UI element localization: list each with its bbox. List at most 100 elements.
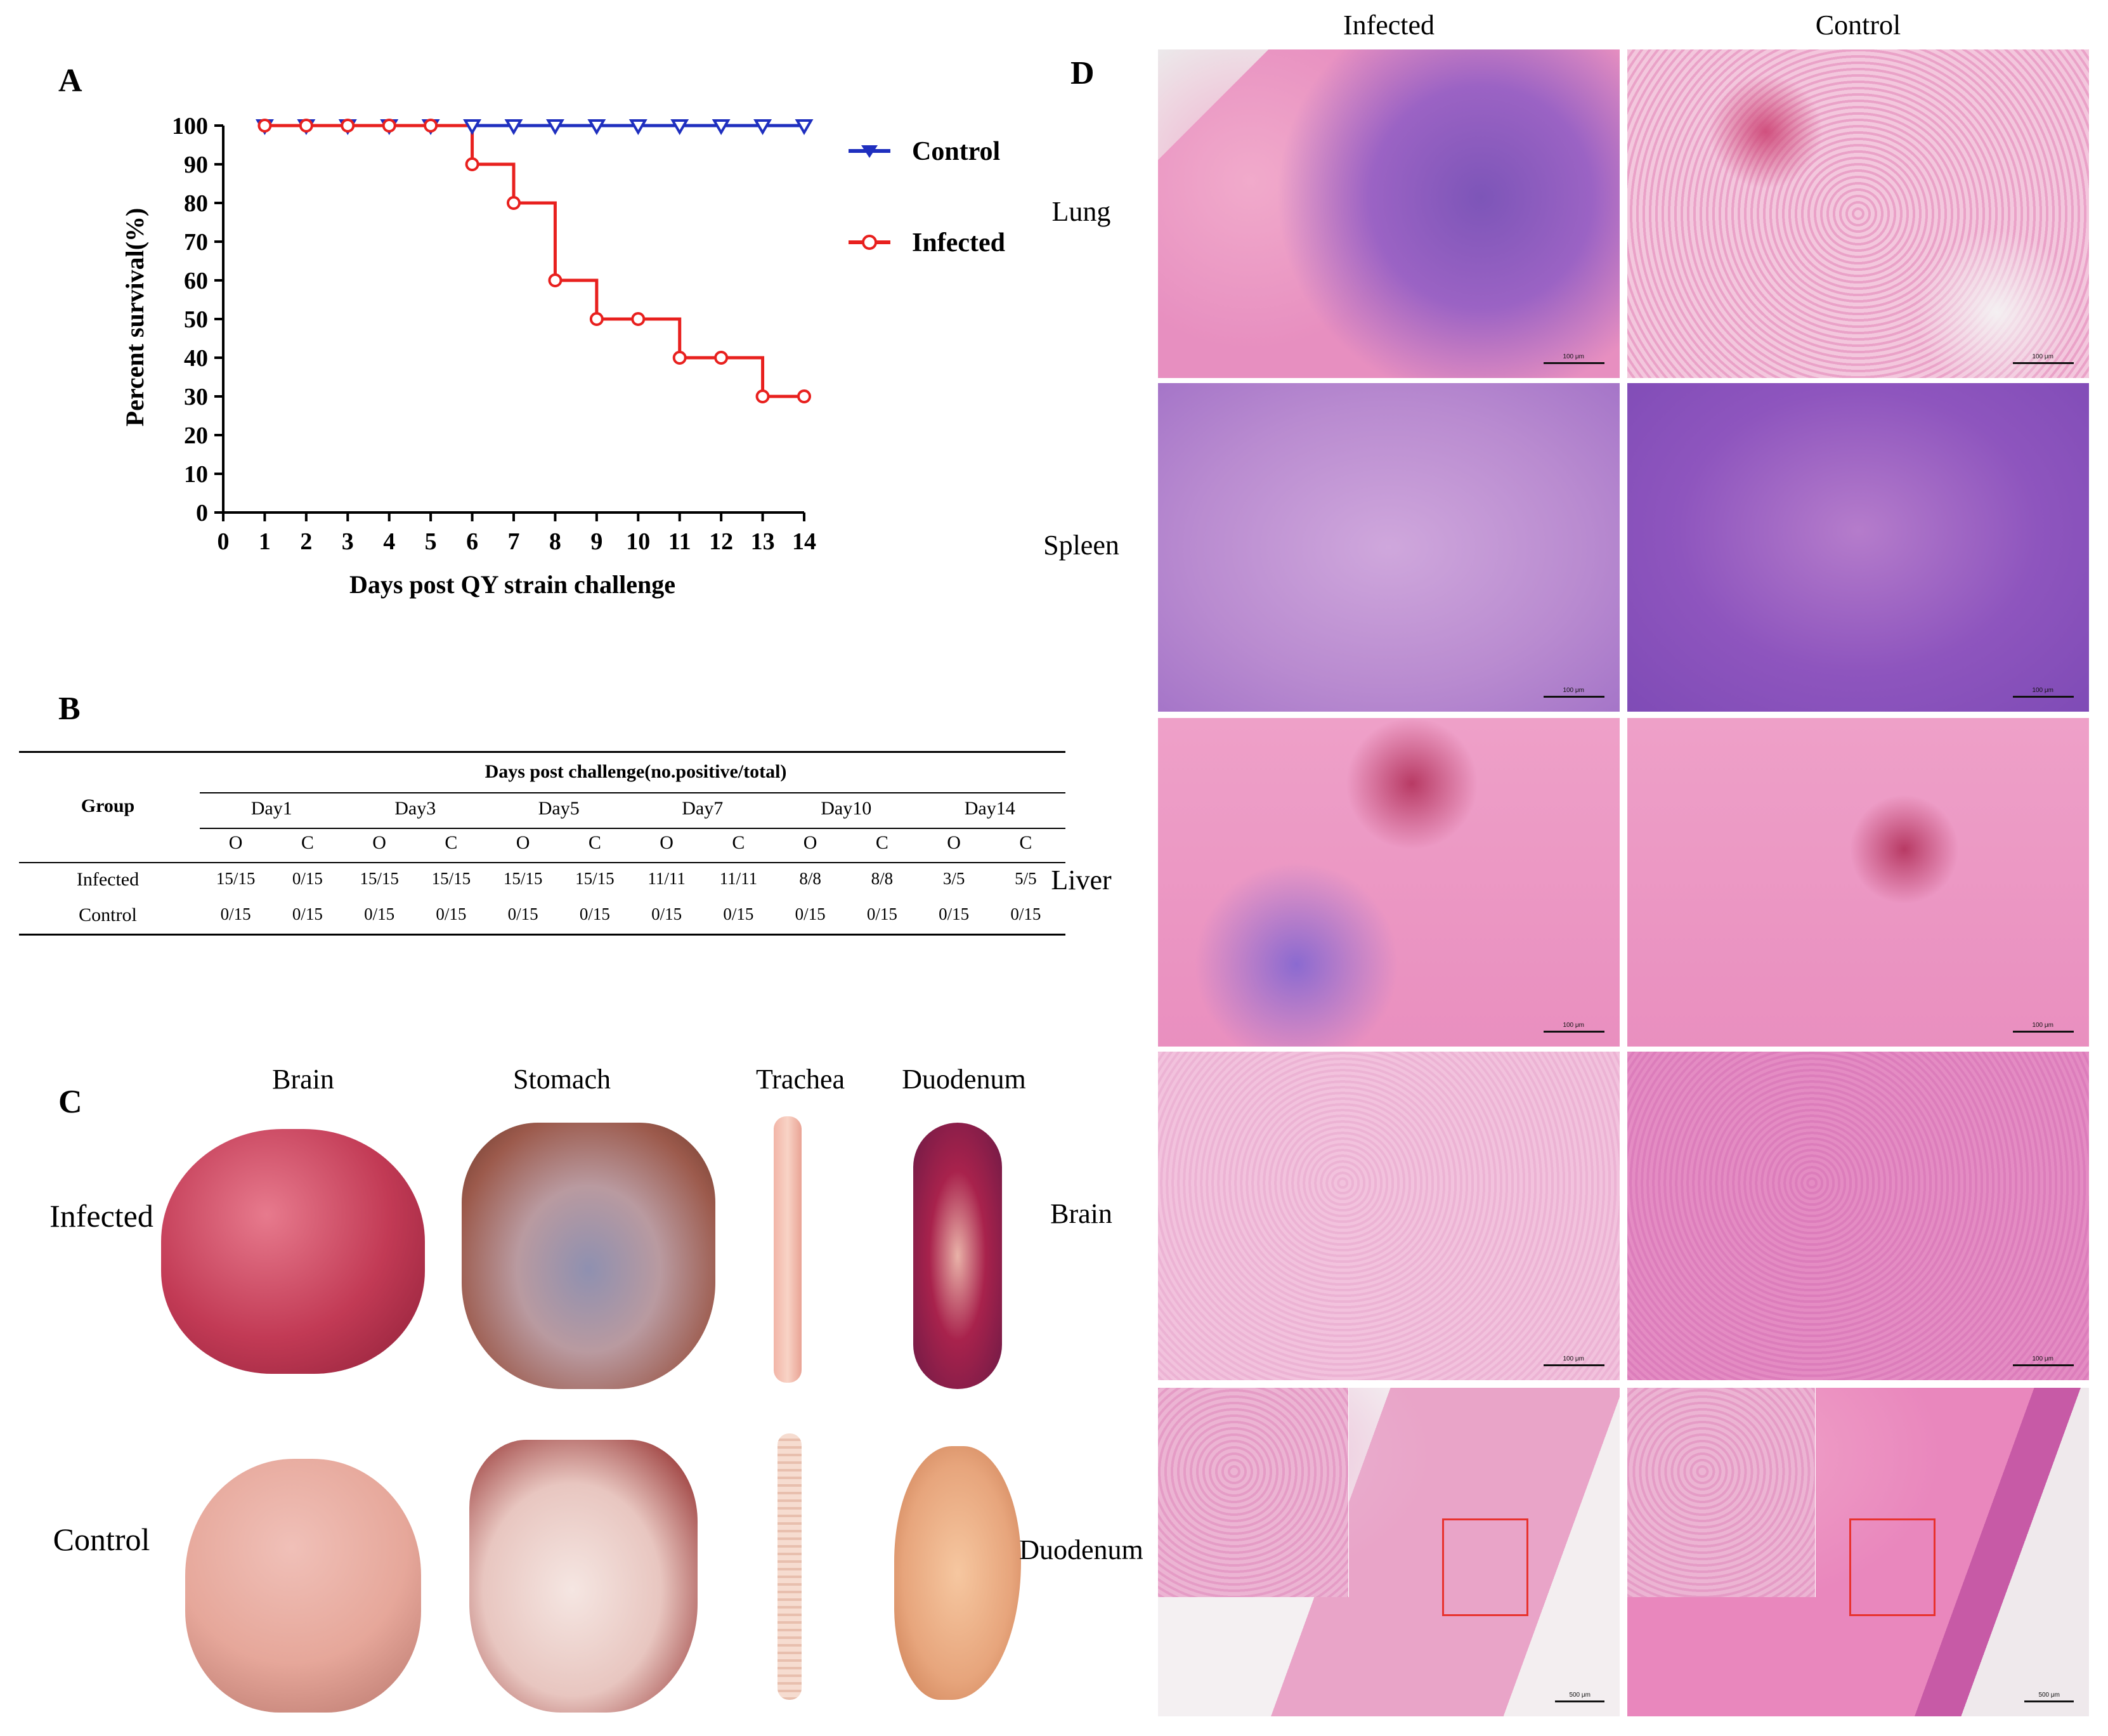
data-point-infected [299, 119, 313, 133]
y-axis-label: Percent survival(%) [120, 208, 149, 427]
control-brain-photo [185, 1459, 421, 1713]
y-tick-label: 40 [184, 345, 208, 372]
scale-bar-label: 100 μm [1563, 1355, 1584, 1362]
table-cell: 15/15 [216, 869, 256, 888]
x-tick-label: 4 [383, 528, 395, 555]
infected-trachea-photo [774, 1116, 802, 1383]
histology-image-liver-infected: 100 μm [1158, 718, 1620, 1047]
sub-header: O [660, 832, 673, 853]
sub-header: C [588, 832, 601, 853]
scale-bar-label: 500 μm [1569, 1692, 1591, 1699]
magnified-region-box [1849, 1518, 1936, 1616]
y-tick-label: 70 [184, 229, 208, 256]
scale-bar-label: 100 μm [2032, 1022, 2053, 1029]
table-cell: 0/15 [795, 904, 826, 923]
data-point-infected [631, 312, 646, 326]
infected-duodenum-photo [913, 1123, 1002, 1389]
table-cell: 0/15 [436, 904, 467, 923]
scale-bar-label: 500 μm [2038, 1692, 2060, 1699]
table-cell: 0/15 [651, 904, 682, 923]
group-header: Group [81, 795, 135, 816]
inset-magnified-view [1158, 1388, 1349, 1597]
legend-marker [861, 145, 878, 158]
table-cell: 0/15 [292, 904, 323, 923]
histology-image-brain-control: 100 μm [1627, 1052, 2089, 1380]
table-cell: 3/5 [942, 869, 965, 888]
table-cell: 5/5 [1015, 869, 1037, 888]
scale-bar-label: 100 μm [1563, 687, 1584, 694]
scale-bar [1544, 362, 1604, 364]
table-cell: 15/15 [575, 869, 615, 888]
scale-bar [2013, 1364, 2074, 1366]
control-trachea-photo [777, 1433, 802, 1700]
histology-image-spleen-control: 100 μm [1627, 383, 2089, 712]
data-point-infected [341, 119, 355, 133]
scale-bar [1544, 1364, 1604, 1366]
x-tick-label: 1 [259, 528, 271, 555]
histology-image-lung-infected: 100 μm [1158, 49, 1620, 378]
sub-header: C [301, 832, 314, 853]
data-point-control [587, 119, 606, 135]
histology-image-duodenum-control: 500 μm [1627, 1388, 2089, 1716]
row-group-label: Control [79, 904, 137, 925]
data-point-control [795, 119, 814, 135]
table-cell: 0/15 [292, 869, 323, 888]
table-cell: 0/15 [866, 904, 897, 923]
day-header: Day3 [394, 798, 436, 819]
inset-magnified-view [1627, 1388, 1816, 1597]
photo-column-label: Stomach [513, 1064, 611, 1095]
scale-bar [2024, 1700, 2074, 1702]
data-point-control [670, 119, 689, 135]
histology-column-label: Control [1815, 10, 1901, 41]
data-point-control [463, 119, 482, 135]
y-tick-label: 30 [184, 384, 208, 410]
data-point-infected [548, 273, 563, 287]
y-tick-label: 20 [184, 422, 208, 449]
day-header: Day10 [821, 798, 872, 819]
data-point-control [504, 119, 523, 135]
x-tick-label: 3 [342, 528, 354, 555]
data-point-infected [257, 119, 272, 133]
panel-letter-a: A [58, 63, 82, 99]
table-cell: 8/8 [799, 869, 821, 888]
table-cell: 0/15 [220, 904, 251, 923]
table-rule-bottom [19, 934, 1065, 936]
table-cell: 15/15 [360, 869, 399, 888]
y-tick-label: 10 [184, 461, 208, 488]
data-point-control [628, 119, 647, 135]
table-cell: 11/11 [719, 869, 758, 888]
scale-bar [1544, 696, 1604, 698]
scale-bar [1555, 1700, 1604, 1702]
table-cell: 0/15 [507, 904, 538, 923]
sub-header: O [516, 832, 530, 853]
sub-header: O [228, 832, 243, 853]
x-tick-label: 9 [590, 528, 602, 555]
table-cell: 0/15 [939, 904, 970, 923]
sub-header: O [372, 832, 386, 853]
table-cell: 15/15 [431, 869, 471, 888]
table-cell: 0/15 [364, 904, 395, 923]
infected-stomach-photo [462, 1123, 715, 1389]
scale-bar-label: 100 μm [1563, 353, 1584, 360]
scale-bar-label: 100 μm [2032, 353, 2053, 360]
table-rule-span [200, 792, 1065, 793]
y-tick-label: 100 [172, 113, 208, 140]
legend-marker [862, 235, 877, 250]
scale-bar [2013, 362, 2074, 364]
data-point-infected [507, 196, 521, 210]
table-cell: 0/15 [1010, 904, 1041, 923]
x-tick-label: 12 [709, 528, 733, 555]
y-tick-label: 90 [184, 152, 208, 178]
sub-header: C [1019, 832, 1032, 853]
scale-bar [2013, 1031, 2074, 1033]
y-tick-label: 50 [184, 306, 208, 333]
data-point-control [753, 119, 772, 135]
table-cell: 0/15 [723, 904, 754, 923]
table-cell: 8/8 [871, 869, 894, 888]
data-point-infected [465, 157, 479, 171]
histology-column-label: Infected [1343, 10, 1435, 41]
photo-row-label: Control [53, 1522, 150, 1557]
table-rule-days [200, 828, 1065, 829]
x-tick-label: 7 [508, 528, 520, 555]
legend-label-infected: Infected [912, 228, 1005, 258]
